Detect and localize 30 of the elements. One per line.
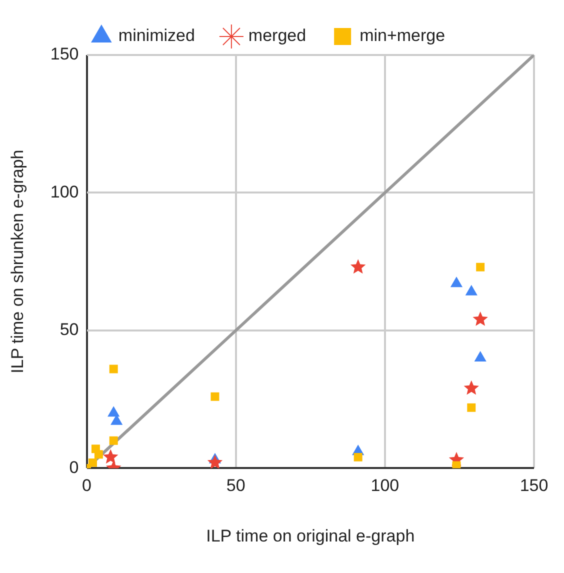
point (464, 380, 479, 395)
y-tick-label: 150 (50, 44, 79, 64)
legend-label: merged (248, 26, 306, 46)
point (210, 392, 220, 401)
y-tick-label: 100 (50, 182, 79, 202)
point (467, 403, 476, 412)
point (450, 276, 463, 288)
point (350, 259, 366, 274)
point (109, 436, 118, 445)
point (94, 450, 103, 459)
x-axis-title: ILP time on original e-graph (206, 526, 415, 546)
legend-label: minimized (118, 26, 195, 46)
x-tick-label: 0 (82, 476, 92, 496)
legend-label: min+merge (360, 26, 446, 46)
point (472, 311, 488, 326)
point (452, 461, 461, 468)
x-tick-label: 50 (226, 476, 246, 496)
point (354, 452, 362, 462)
point (103, 449, 118, 464)
point (474, 351, 486, 362)
x-tick-label: 150 (520, 476, 548, 496)
point (465, 284, 478, 296)
y-tick-label: 0 (69, 458, 79, 477)
y-tick-label: 50 (60, 320, 79, 340)
y-axis-title: ILP time on shrunken e-graph (8, 150, 27, 374)
x-tick-label: 100 (370, 476, 400, 496)
point (207, 454, 223, 468)
point (109, 364, 118, 374)
point (108, 406, 120, 417)
point (476, 262, 485, 272)
